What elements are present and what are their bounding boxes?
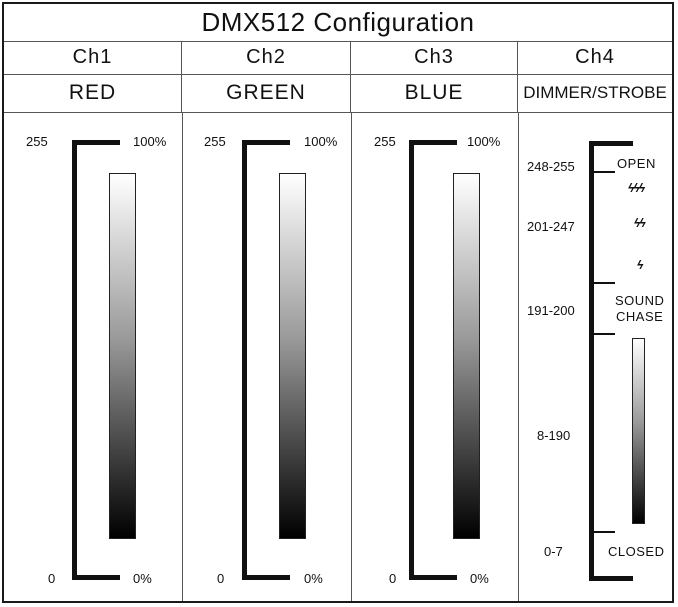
ch4-range-closed: 0-7 [544, 544, 563, 559]
strobe-medium-icon: ϟϟ [634, 216, 646, 230]
ch1-bracket-spine [72, 140, 77, 580]
ch1-name: RED [4, 74, 182, 112]
ch3-min-percent: 0% [470, 571, 489, 586]
ch4-name: DIMMER/STROBE [523, 83, 667, 102]
ch3-max-value: 255 [374, 134, 396, 149]
ch2-min-percent: 0% [304, 571, 323, 586]
ch4-tick [593, 333, 615, 335]
ch4-header: Ch4 [575, 46, 615, 68]
ch2-max-percent: 100% [304, 134, 338, 149]
ch3-header: Ch3 [351, 41, 518, 74]
ch1-max-value: 255 [26, 134, 48, 149]
ch2-bracket-spine [242, 140, 247, 580]
ch4-bracket-spine [589, 141, 594, 581]
ch4-range-open: 248-255 [527, 159, 575, 174]
ch2-min-value: 0 [217, 571, 225, 586]
ch4-tick [593, 282, 615, 284]
ch2-bracket-bottom [242, 575, 290, 580]
ch2-max-value: 255 [204, 134, 226, 149]
ch4-range-strobe: 201-247 [527, 219, 575, 234]
ch4-range-dimmer: 8-190 [537, 428, 571, 443]
ch4-closed-label: CLOSED [608, 544, 665, 559]
ch2-gradient-bar [279, 173, 306, 539]
column-divider [351, 112, 352, 601]
column-divider [182, 112, 183, 601]
ch3-bracket-top [409, 140, 457, 145]
ch3-min-value: 0 [389, 571, 397, 586]
ch1-bracket-bottom [72, 575, 120, 580]
strobe-slow-icon: ϟ [637, 258, 643, 272]
ch4-range-sound: 191-200 [527, 303, 575, 318]
ch1-max-percent: 100% [133, 134, 167, 149]
ch4-chase-label: CHASE [616, 309, 664, 324]
ch4-tick [593, 531, 615, 533]
ch3-max-percent: 100% [467, 134, 501, 149]
ch2-bracket-top [242, 140, 290, 145]
ch3-gradient-bar [453, 173, 480, 539]
ch3-name: BLUE [351, 74, 518, 112]
ch3-bracket-bottom [409, 575, 457, 580]
page-title: DMX512 Configuration [4, 4, 672, 42]
ch1-header: Ch1 [4, 41, 182, 74]
ch3-bracket-spine [409, 140, 414, 580]
ch2-name: GREEN [182, 74, 351, 112]
ch1-min-percent: 0% [133, 571, 152, 586]
ch4-tick [593, 171, 615, 173]
ch1-bracket-top [72, 140, 120, 145]
ch4-bracket-bottom [589, 576, 633, 581]
color-header-row: RED GREEN BLUE DIMMER/STROBE [4, 74, 672, 113]
ch1-min-value: 0 [48, 571, 56, 586]
ch2-header: Ch2 [182, 41, 351, 74]
strobe-fast-icon: ϟϟϟ [628, 181, 645, 195]
ch4-open-label: OPEN [617, 156, 656, 171]
ch4-bracket-top [589, 141, 633, 146]
ch1-gradient-bar [109, 173, 136, 539]
ch4-sound-label: SOUND [615, 293, 665, 308]
column-divider [518, 112, 519, 601]
ch4-gradient-bar [632, 338, 645, 524]
channel-header-row: Ch1 Ch2 Ch3 Ch4 [4, 41, 672, 75]
